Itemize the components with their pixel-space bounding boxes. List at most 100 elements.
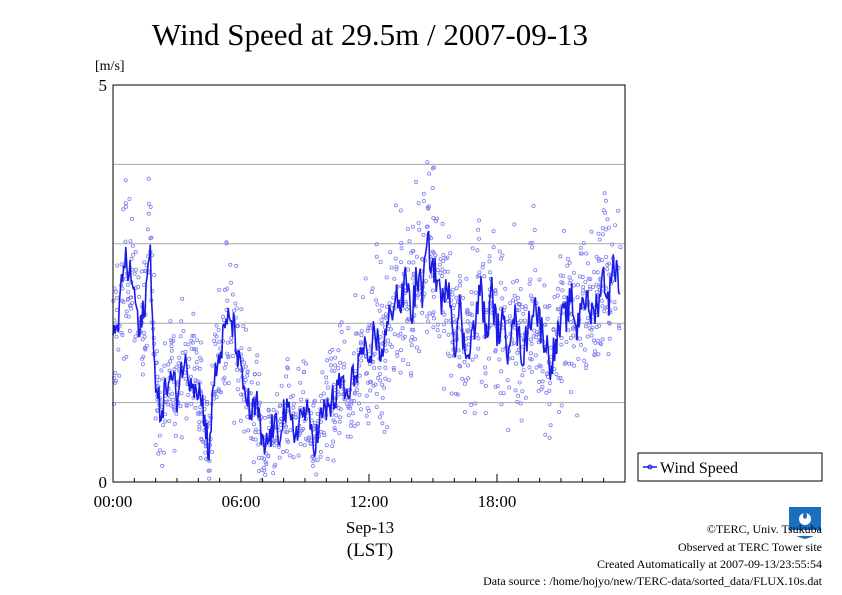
scatter-point bbox=[358, 407, 363, 412]
scatter-point bbox=[400, 326, 405, 331]
scatter-point bbox=[133, 249, 138, 254]
scatter-point bbox=[392, 276, 397, 281]
scatter-point bbox=[125, 282, 130, 287]
scatter-point bbox=[543, 432, 548, 437]
scatter-point bbox=[204, 399, 209, 404]
scatter-point bbox=[234, 263, 239, 268]
scatter-point bbox=[455, 392, 460, 397]
scatter-point bbox=[299, 397, 304, 402]
scatter-point bbox=[229, 280, 234, 285]
scatter-point bbox=[205, 402, 210, 407]
scatter-point bbox=[441, 252, 446, 257]
scatter-point bbox=[363, 276, 368, 281]
scatter-point bbox=[191, 311, 196, 316]
scatter-point bbox=[395, 350, 400, 355]
scatter-point bbox=[142, 334, 147, 339]
scatter-point bbox=[498, 256, 503, 261]
scatter-point bbox=[285, 366, 290, 371]
scatter-point bbox=[457, 363, 462, 368]
scatter-point bbox=[487, 254, 492, 259]
scatter-point bbox=[417, 291, 422, 296]
scatter-point bbox=[133, 267, 138, 272]
scatter-point bbox=[120, 286, 125, 291]
scatter-point bbox=[337, 323, 342, 328]
scatter-point bbox=[249, 435, 254, 440]
scatter-point bbox=[427, 171, 432, 176]
scatter-point bbox=[251, 422, 256, 427]
y-axis-unit-label: [m/s] bbox=[95, 59, 125, 74]
scatter-point bbox=[146, 211, 151, 216]
scatter-point bbox=[511, 341, 516, 346]
scatter-point bbox=[589, 333, 594, 338]
scatter-point bbox=[425, 160, 430, 165]
x-axis-timezone-label: (LST) bbox=[347, 540, 393, 561]
scatter-point bbox=[487, 270, 492, 275]
scatter-point bbox=[605, 267, 610, 272]
scatter-point bbox=[242, 429, 247, 434]
scatter-point bbox=[112, 401, 117, 406]
scatter-point bbox=[534, 365, 539, 370]
scatter-point bbox=[364, 371, 369, 376]
scatter-point bbox=[518, 286, 523, 291]
scatter-point bbox=[395, 353, 400, 358]
scatter-point bbox=[123, 201, 128, 206]
scatter-point bbox=[291, 401, 296, 406]
scatter-point bbox=[604, 254, 609, 259]
scatter-point bbox=[530, 240, 535, 245]
scatter-point bbox=[198, 455, 203, 460]
scatter-point bbox=[558, 273, 563, 278]
scatter-point bbox=[217, 339, 222, 344]
scatter-point bbox=[440, 258, 445, 263]
scatter-point bbox=[130, 252, 135, 257]
scatter-point bbox=[318, 454, 323, 459]
scatter-point bbox=[331, 382, 336, 387]
scatter-point bbox=[460, 376, 465, 381]
scatter-point bbox=[563, 360, 568, 365]
scatter-point bbox=[592, 270, 597, 275]
scatter-point bbox=[140, 362, 145, 367]
scatter-point bbox=[207, 476, 212, 481]
x-tick-label: 06:00 bbox=[222, 492, 261, 511]
terc-logo bbox=[785, 505, 825, 541]
scatter-point bbox=[440, 221, 445, 226]
scatter-point bbox=[579, 342, 584, 347]
scatter-point bbox=[616, 208, 621, 213]
scatter-point bbox=[440, 267, 445, 272]
scatter-point bbox=[533, 353, 538, 358]
scatter-point bbox=[398, 370, 403, 375]
scatter-point bbox=[355, 421, 360, 426]
scatter-point bbox=[600, 258, 605, 263]
scatter-point bbox=[116, 347, 121, 352]
scatter-point bbox=[528, 356, 533, 361]
scatter-point bbox=[349, 419, 354, 424]
scatter-point bbox=[321, 430, 326, 435]
scatter-point bbox=[383, 358, 388, 363]
scatter-point bbox=[483, 411, 488, 416]
scatter-point bbox=[222, 287, 227, 292]
scatter-point bbox=[469, 289, 474, 294]
scatter-point bbox=[157, 448, 162, 453]
scatter-point bbox=[434, 218, 439, 223]
scatter-point bbox=[272, 443, 277, 448]
scatter-point bbox=[400, 357, 405, 362]
scatter-point bbox=[581, 240, 586, 245]
scatter-point bbox=[596, 284, 601, 289]
scatter-point bbox=[583, 280, 588, 285]
scatter-point bbox=[272, 464, 277, 469]
scatter-point bbox=[213, 341, 218, 346]
scatter-point bbox=[328, 349, 333, 354]
scatter-point bbox=[245, 373, 250, 378]
scatter-point bbox=[186, 342, 191, 347]
scatter-point bbox=[320, 370, 325, 375]
scatter-point bbox=[596, 352, 601, 357]
scatter-point bbox=[399, 246, 404, 251]
scatter-point bbox=[235, 387, 240, 392]
scatter-point bbox=[568, 389, 573, 394]
scatter-point bbox=[194, 350, 199, 355]
scatter-point bbox=[174, 411, 179, 416]
scatter-point bbox=[450, 287, 455, 292]
scatter-point bbox=[277, 403, 282, 408]
scatter-point bbox=[210, 381, 215, 386]
scatter-point bbox=[410, 276, 415, 281]
scatter-point bbox=[325, 456, 330, 461]
